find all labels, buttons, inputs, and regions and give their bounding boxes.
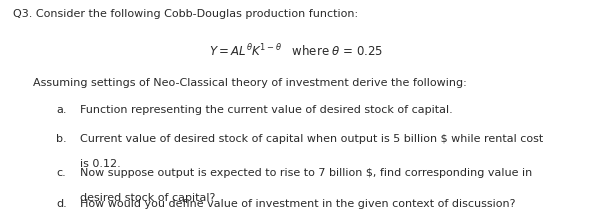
Text: Function representing the current value of desired stock of capital.: Function representing the current value …: [80, 105, 453, 115]
Text: Q3. Consider the following Cobb-Douglas production function:: Q3. Consider the following Cobb-Douglas …: [13, 9, 358, 19]
Text: c.: c.: [56, 168, 66, 178]
Text: desired stock of capital?: desired stock of capital?: [80, 193, 215, 203]
Text: d.: d.: [56, 199, 67, 209]
Text: $Y = AL^{\theta}K^{1-\theta}$   where $\theta$ = 0.25: $Y = AL^{\theta}K^{1-\theta}$ where $\th…: [209, 43, 382, 59]
Text: Current value of desired stock of capital when output is 5 billion $ while renta: Current value of desired stock of capita…: [80, 134, 543, 144]
Text: Now suppose output is expected to rise to 7 billion $, find corresponding value : Now suppose output is expected to rise t…: [80, 168, 532, 178]
Text: a.: a.: [56, 105, 67, 115]
Text: Assuming settings of Neo-Classical theory of investment derive the following:: Assuming settings of Neo-Classical theor…: [33, 78, 466, 88]
Text: How would you define value of investment in the given context of discussion?: How would you define value of investment…: [80, 199, 515, 209]
Text: is 0.12.: is 0.12.: [80, 159, 121, 169]
Text: b.: b.: [56, 134, 67, 144]
